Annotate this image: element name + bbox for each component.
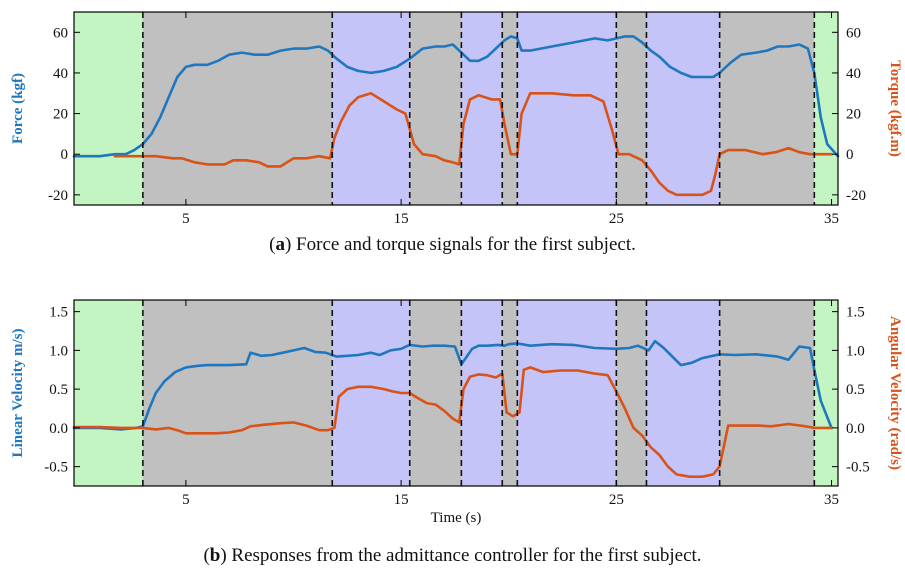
x-tick-label: 35 <box>824 492 839 508</box>
phase-band <box>646 300 720 486</box>
y-left-tick-label: 1.0 <box>49 343 68 359</box>
phase-band <box>74 300 143 486</box>
phase-band <box>517 300 617 486</box>
y-left-tick-label: 40 <box>53 66 68 82</box>
y-left-tick-label: 60 <box>53 25 68 41</box>
phase-band <box>517 12 617 205</box>
y-right-tick-label: 0.5 <box>846 382 865 398</box>
plot-frame <box>73 11 839 206</box>
series-line-right <box>72 366 833 478</box>
phase-band <box>502 12 518 205</box>
phase-band <box>814 12 838 205</box>
y-right-tick-label: 20 <box>846 107 861 123</box>
series-line-left <box>72 35 840 158</box>
x-tick-label: 15 <box>394 211 409 227</box>
caption-a-label: a <box>275 234 285 255</box>
y-right-tick-label: -0.5 <box>846 460 870 476</box>
y-left-tick-label: 0.5 <box>49 382 68 398</box>
y-right-tick-label: -20 <box>846 188 866 204</box>
y-left-tick-label: 0.0 <box>49 421 68 437</box>
y-right-tick-label: 1.0 <box>846 343 865 359</box>
phase-band <box>461 300 503 486</box>
phase-band <box>814 300 838 486</box>
phase-band <box>409 12 462 205</box>
phase-band <box>719 300 815 486</box>
y-right-axis-label: Angular Velocity (rad/s) <box>887 316 903 470</box>
phase-band <box>616 300 647 486</box>
phase-band <box>142 12 333 205</box>
phase-band <box>616 12 647 205</box>
y-right-tick-label: 1.5 <box>846 305 865 321</box>
x-tick-label: 25 <box>609 211 624 227</box>
y-right-axis-label: Torque (kgf.m) <box>887 60 903 157</box>
y-left-axis-label: Linear Velocity m/s) <box>10 329 26 458</box>
phase-band <box>74 12 143 205</box>
caption-b: (b) Responses from the admittance contro… <box>203 545 702 566</box>
y-right-tick-label: 0.0 <box>846 421 865 437</box>
x-tick-label: 35 <box>824 211 839 227</box>
chart-panel-b: 5 15 25 35 -0.5 0.0 0.5 1.0 1.5 -0.5 0.0 0.5 1.0 1.5 L… <box>10 299 903 526</box>
y-left-tick-label: 1.5 <box>49 305 68 321</box>
y-left-tick-label: -0.5 <box>44 460 68 476</box>
phase-band <box>646 12 720 205</box>
x-tick-label: 15 <box>394 492 409 508</box>
caption-a: (a) Force and torque signals for the fir… <box>269 234 636 255</box>
y-left-tick-label: 0 <box>61 147 69 163</box>
phase-band <box>409 300 462 486</box>
y-left-tick-label: -20 <box>48 188 68 204</box>
caption-a-text: Force and torque signals for the first s… <box>296 234 636 255</box>
series-line-right <box>113 92 833 197</box>
y-right-tick-label: 40 <box>846 66 861 82</box>
series-line-left <box>72 339 833 431</box>
x-tick-label: 5 <box>182 211 190 227</box>
y-left-axis-label: Force (kgf) <box>10 73 26 144</box>
y-right-tick-label: 60 <box>846 25 861 41</box>
x-axis-label: Time (s) <box>431 510 482 526</box>
phase-band <box>142 300 333 486</box>
plot-frame <box>73 299 839 487</box>
caption-b-label: b <box>209 545 221 566</box>
phase-band <box>332 12 410 205</box>
y-left-tick-label: 20 <box>53 107 68 123</box>
x-tick-label: 25 <box>609 492 624 508</box>
caption-b-text: Responses from the admittance controller… <box>231 545 702 566</box>
chart-panel-a: 5 15 25 35 -20 0 20 40 60 -20 0 20 40 60 Force (kgf) To… <box>10 11 903 227</box>
phase-band <box>719 12 815 205</box>
y-right-tick-label: 0 <box>846 147 854 163</box>
x-tick-label: 5 <box>182 492 190 508</box>
